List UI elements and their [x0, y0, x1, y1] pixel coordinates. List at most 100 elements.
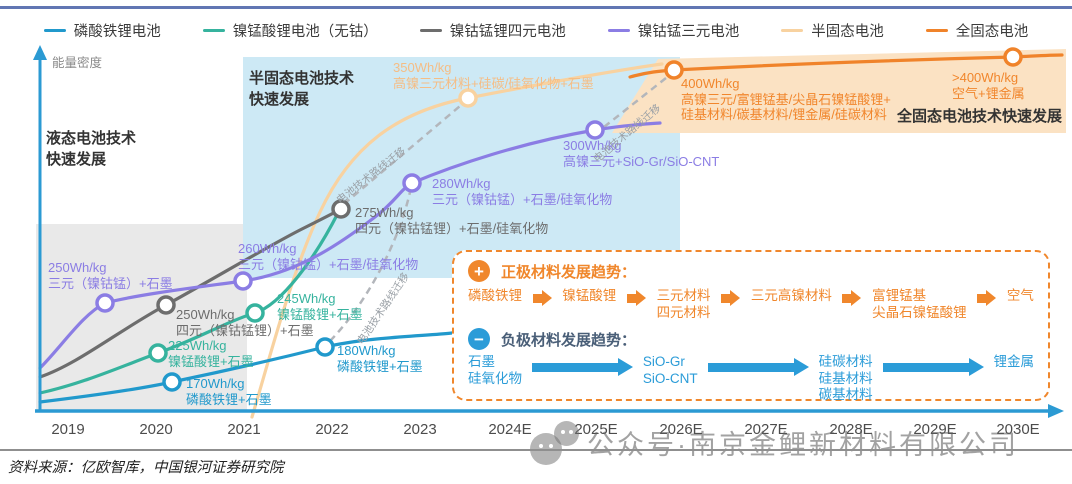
data-point-label-line: 四元（镍钴锰锂）+石墨 — [176, 322, 314, 338]
data-point-label-line: 高镍三元材料+硅碳/硅氧化物+石墨 — [393, 75, 594, 91]
materials-trend-box: + 正极材料发展趋势： 磷酸铁锂 镍锰酸锂 三元材料 四元材料 三元高镍材料 富锂锰基 尖晶… — [452, 250, 1050, 404]
flow-item-line: 尖晶石镍锰酸锂 — [872, 304, 967, 320]
legend-label: 全固态电池 — [955, 24, 1029, 40]
flow-item: 三元材料 四元材料 — [657, 288, 711, 321]
arrow-tip — [968, 358, 984, 376]
flow-item: 富锂锰基 尖晶石镍锰酸锂 — [872, 288, 967, 321]
data-point-label-line: 250Wh/kg — [48, 260, 107, 275]
data-point-label-line: 170Wh/kg — [186, 376, 245, 391]
y-axis-arrowhead — [33, 45, 47, 60]
data-point-label-line: 180Wh/kg — [337, 343, 396, 358]
flow-arrow — [532, 290, 552, 306]
arrow-tip — [635, 290, 646, 306]
x-axis-arrowhead — [1048, 404, 1064, 418]
data-point-ternary — [95, 293, 115, 313]
flow-arrow — [882, 358, 984, 376]
x-tick-label: 2022 — [315, 421, 349, 438]
data-point-label: 250Wh/kg 四元（镍钴锰锂）+石墨 — [176, 307, 314, 338]
data-point-label: 300Wh/kg 高镍三元+SiO-Gr/SiO-CNT — [563, 138, 719, 169]
flow-item-line: 石墨 — [468, 354, 495, 369]
data-point-label-line: 280Wh/kg — [432, 176, 491, 191]
flow-item: 三元高镍材料 — [751, 288, 832, 305]
x-tick-label: 2019 — [51, 421, 85, 438]
data-point-label-line: 260Wh/kg — [238, 241, 297, 256]
flow-item: 硅碳材料 硅基材料 碳基材料 — [819, 354, 873, 404]
flow-item: 石墨 硅氧化物 — [468, 354, 522, 387]
series-line-lnmo — [38, 211, 340, 395]
data-point-solid — [664, 60, 684, 80]
legend-item: 半固态电池 — [781, 20, 884, 41]
flow-item-line: 硅碳材料 — [818, 354, 873, 369]
region-title: 半固态电池技术 快速发展 — [249, 68, 354, 110]
solid-region — [612, 49, 1066, 133]
data-point-label-line: 三元（镍钴锰）+石墨/硅氧化物 — [432, 191, 613, 207]
flow-item: SiO-Gr SiO-CNT — [643, 354, 698, 387]
minus-icon: − — [468, 328, 490, 350]
series-line-semi-solid — [250, 62, 664, 419]
anode-trend-header: − 负极材料发展趋势： — [468, 328, 636, 350]
cathode-flow: 磷酸铁锂 镍锰酸锂 三元材料 四元材料 三元高镍材料 富锂锰基 尖晶石镍锰酸锂 空气 — [468, 288, 1034, 321]
flow-item-line: 碳基材料 — [818, 387, 873, 402]
data-point-ternary — [402, 173, 422, 193]
arrow-tip — [851, 290, 862, 306]
legend-swatch — [925, 28, 948, 33]
region-title: 全固态电池技术快速发展 — [897, 106, 1062, 127]
data-point-label-line: 高镍三元+SiO-Gr/SiO-CNT — [563, 153, 720, 169]
flow-item-line: 锂金属 — [993, 354, 1035, 369]
data-point-label: 400Wh/kg 高镍三元/富锂锰基/尖晶石镍锰酸锂+ 硅基材料/碳基材料/锂金属/… — [681, 76, 891, 123]
data-point-label: 170Wh/kg 磷酸铁锂+石墨 — [186, 376, 272, 407]
data-point-label-line: 镍锰酸锂+石墨 — [277, 306, 363, 322]
flow-item: 锂金属 — [994, 354, 1035, 371]
flow-item-line: 镍锰酸锂 — [562, 288, 617, 303]
flow-item-line: 磷酸铁锂 — [468, 288, 522, 303]
region-title: 液态电池技术 快速发展 — [46, 128, 136, 170]
flow-arrow — [532, 358, 633, 376]
data-point-semi-solid — [458, 88, 478, 108]
arrow-bar — [532, 362, 618, 372]
data-point-lfp — [162, 372, 182, 392]
data-point-ternary — [233, 271, 253, 291]
x-tick-label: 2028E — [829, 421, 873, 438]
region-title-line: 全固态电池技术快速发展 — [897, 108, 1063, 125]
data-point-label-line: 四元（镍钴锰锂）+石墨/硅氧化物 — [355, 220, 549, 236]
flow-item-line: 三元高镍材料 — [750, 288, 832, 303]
flow-item-line: 硅基材料 — [818, 370, 873, 386]
data-point-label-line: 245Wh/kg — [277, 291, 336, 306]
legend-item: 镍锰酸锂电池（无钴） — [202, 20, 378, 41]
data-point-label-line: 高镍三元/富锂锰基/尖晶石镍锰酸锂+ — [681, 91, 891, 107]
flow-item-line: SiO-CNT — [642, 370, 698, 386]
flow-item-line: 四元材料 — [656, 304, 711, 320]
flow-arrow — [626, 290, 646, 306]
legend-label: 磷酸铁锂电池 — [73, 24, 161, 40]
legend-item: 磷酸铁锂电池 — [43, 20, 161, 41]
arrow-bar — [626, 293, 636, 303]
data-point-label: 260Wh/kg 三元（镍钴锰）+石墨/硅氧化物 — [238, 241, 418, 272]
arrow-tip — [793, 358, 809, 376]
legend-swatch — [202, 28, 225, 33]
legend-item: 全固态电池 — [925, 20, 1029, 41]
flow-item-line: 三元材料 — [656, 288, 711, 303]
flow-arrow — [977, 290, 997, 306]
flow-arrow — [707, 358, 809, 376]
flow-item-line: 富锂锰基 — [872, 288, 927, 303]
cathode-trend-title: 正极材料发展趋势： — [501, 263, 637, 281]
x-tick-label: 2021 — [227, 421, 261, 438]
top-border-line — [0, 6, 1072, 9]
plus-icon: + — [468, 260, 490, 282]
x-tick-label: 2023 — [403, 421, 437, 438]
arrow-tip — [617, 358, 633, 376]
migration-dashed-line — [343, 105, 461, 205]
anode-flow: 石墨 硅氧化物 SiO-Gr SiO-CNT 硅碳材料 硅基材料 碳基材料 锂金属 — [468, 354, 1034, 404]
data-point-label: 275Wh/kg 四元（镍钴锰锂）+石墨/硅氧化物 — [355, 205, 548, 236]
data-point-label-line: 三元（镍钴锰）+石墨 — [48, 275, 173, 291]
y-axis-label: 能量密度 — [52, 56, 103, 70]
data-point-label-line: 300Wh/kg — [563, 138, 622, 153]
arrow-bar — [532, 293, 542, 303]
data-point-solid — [1003, 47, 1023, 67]
data-point-quaternary — [156, 295, 176, 315]
data-point-label: 250Wh/kg 三元（镍钴锰）+石墨 — [48, 260, 173, 291]
data-point-label-line: 硅基材料/碳基材料/锂金属/硅碳材料 — [681, 107, 887, 122]
data-point-label-line: 空气+锂金属 — [952, 85, 1025, 101]
